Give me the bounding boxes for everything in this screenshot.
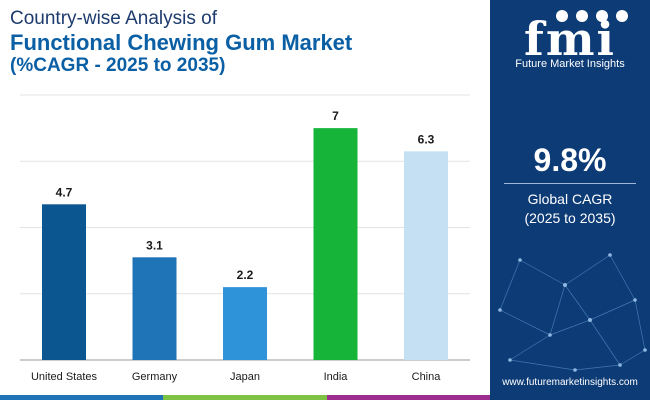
bar-chart: 4.7 3.1 2.2 7 6.3 United States Germany Japan I… xyxy=(20,94,470,383)
logo-dot xyxy=(576,10,588,22)
brand-name: Future Market Insights xyxy=(515,58,625,70)
network-graphic-icon xyxy=(498,253,647,372)
global-cagr-label-line1: Global CAGR xyxy=(527,191,613,207)
logo-dot xyxy=(556,10,568,22)
bottom-bar-segment-green xyxy=(163,395,327,400)
chart-title-line1: Country-wise Analysis of xyxy=(10,8,217,29)
logo-dots xyxy=(550,10,630,24)
category-labels: United States Germany Japan India China xyxy=(31,371,441,383)
logo-icon: fmi xyxy=(510,8,630,74)
category-label: India xyxy=(324,371,349,383)
bar-germany xyxy=(132,257,177,360)
chart-title-line2: Functional Chewing Gum Market xyxy=(10,30,353,55)
bar-india xyxy=(313,128,358,360)
value-label: 2.2 xyxy=(237,268,254,282)
value-label: 4.7 xyxy=(56,185,73,199)
category-label: China xyxy=(412,371,442,383)
value-label: 6.3 xyxy=(418,132,435,146)
value-label: 3.1 xyxy=(146,238,163,252)
bottom-bar-segment-blue xyxy=(0,395,164,400)
global-cagr-label-line2: (2025 to 2035) xyxy=(524,210,616,226)
sidebar-panel: fmi Future Market Insights 9.8% Global C… xyxy=(490,0,650,400)
bar-china xyxy=(404,151,448,360)
global-cagr-label: Global CAGR (2025 to 2035) xyxy=(490,190,650,228)
bars xyxy=(42,128,448,360)
divider xyxy=(504,183,636,184)
value-labels: 4.7 3.1 2.2 7 6.3 xyxy=(56,109,435,282)
global-cagr-value: 9.8% xyxy=(533,142,607,178)
chart-title-block: Country-wise Analysis of Functional Chew… xyxy=(10,8,480,77)
website-url[interactable]: www.futuremarketinsights.com xyxy=(502,377,638,388)
category-label: United States xyxy=(31,371,98,383)
value-label: 7 xyxy=(332,109,339,123)
bottom-bar-segment-purple xyxy=(326,395,490,400)
category-label: Germany xyxy=(132,371,178,383)
chart-title-line3: (%CAGR - 2025 to 2035) xyxy=(10,55,226,76)
logo-dot xyxy=(596,10,608,22)
bottom-color-bar xyxy=(0,395,490,400)
bar-japan xyxy=(223,287,267,360)
logo-dot xyxy=(616,10,628,22)
category-label: Japan xyxy=(230,371,260,383)
logo-text: fmi xyxy=(524,12,616,66)
bar-united-states xyxy=(42,204,86,360)
